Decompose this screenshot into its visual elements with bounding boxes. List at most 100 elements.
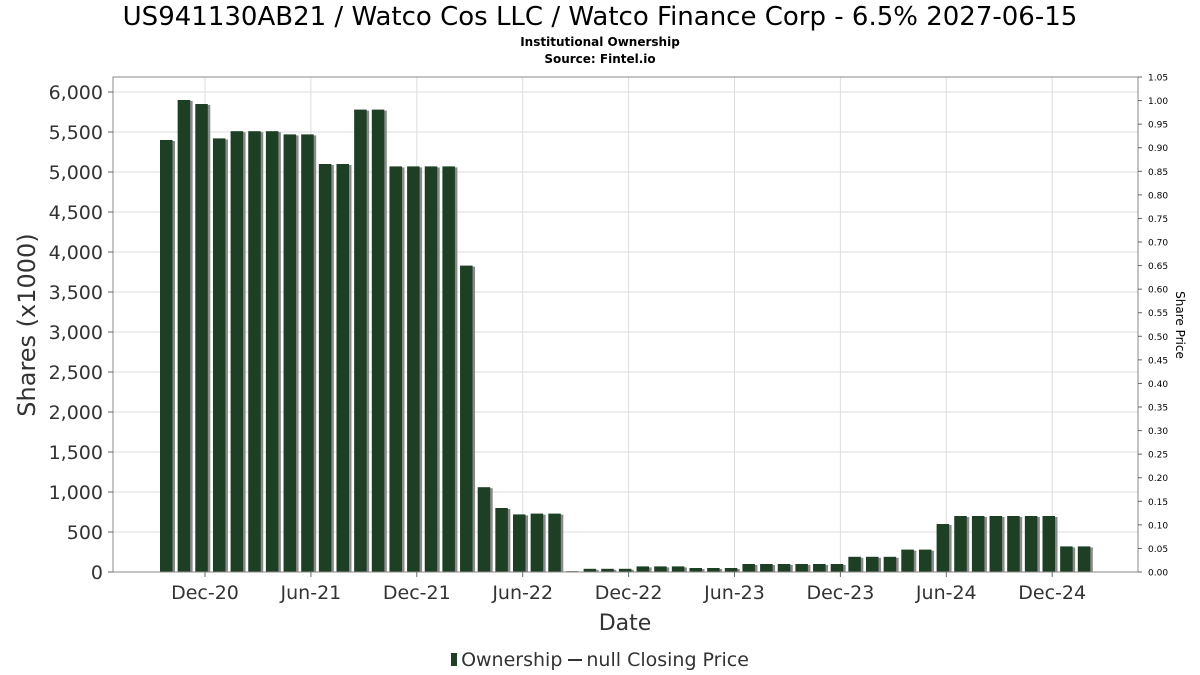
bar	[777, 564, 791, 572]
y2-tick-label: 0.15	[1148, 498, 1168, 508]
bar	[212, 138, 226, 572]
y2-tick-label: 0.55	[1148, 309, 1168, 319]
y-tick-label: 6,000	[49, 82, 103, 104]
bar	[918, 549, 932, 572]
y2-tick-label: 0.50	[1148, 333, 1168, 343]
bar	[1024, 516, 1038, 572]
bar	[407, 166, 420, 572]
bar	[160, 140, 173, 572]
bar	[583, 568, 597, 572]
bar	[371, 109, 385, 572]
bar	[601, 568, 614, 572]
bar	[513, 514, 526, 572]
y-tick-label: 2,000	[49, 402, 103, 424]
bar	[442, 166, 455, 572]
legend: Ownership null Closing Price	[0, 648, 1200, 671]
bar	[548, 513, 561, 572]
bar	[707, 568, 720, 572]
chart-title: US941130AB21 / Watco Cos LLC / Watco Fin…	[122, 2, 1078, 32]
bar	[318, 164, 332, 572]
bar-series	[160, 100, 1093, 572]
chart-source: Source: Fintel.io	[544, 52, 656, 66]
bar	[301, 134, 314, 572]
y2-tick-label: 0.80	[1148, 191, 1168, 201]
x-axis: Dec-20 Jun-21 Dec-21 Jun-22 Dec-22 Jun-23 Dec-…	[171, 572, 1086, 604]
bar	[1060, 546, 1073, 572]
bar	[265, 131, 279, 572]
y-tick-label: 500	[67, 522, 103, 544]
bar	[177, 100, 191, 572]
bar	[618, 568, 632, 572]
bar	[1007, 516, 1020, 572]
bar	[813, 564, 826, 572]
bar	[495, 508, 508, 572]
y-tick-label: 1,000	[49, 482, 103, 504]
legend-closing-label: null Closing Price	[586, 648, 749, 671]
y-tick-label: 0	[91, 562, 103, 584]
bar	[742, 564, 755, 572]
y2-tick-label: 0.65	[1148, 262, 1168, 272]
plot-frame	[112, 76, 1139, 573]
y2-tick-label: 0.40	[1148, 380, 1168, 390]
bar	[936, 524, 950, 572]
bar	[689, 568, 702, 572]
bar	[954, 516, 967, 572]
bar	[354, 109, 367, 572]
y2-tick-label: 0.20	[1148, 474, 1168, 484]
bar	[195, 104, 208, 572]
x-tick-label: Jun-21	[280, 582, 342, 604]
bar	[866, 556, 879, 572]
x-tick-label: Jun-22	[491, 582, 553, 604]
y-tick-label: 5,000	[49, 162, 103, 184]
y2-tick-label: 0.00	[1148, 569, 1168, 579]
x-tick-label: Jun-24	[915, 582, 977, 604]
bar	[389, 166, 402, 572]
bar	[654, 566, 667, 572]
y-tick-label: 1,500	[49, 442, 103, 464]
bar	[336, 164, 349, 572]
y-axis-left: 0 500 1,000 1,500 2,000 2,500 3,000 3,500 4,000 4…	[49, 82, 113, 584]
bar	[1077, 546, 1091, 572]
y-axis-right: 0.00 0.05 0.10 0.15 0.20 0.25 0.30 0.35 0.40 0.45…	[1138, 74, 1168, 579]
y2-tick-label: 1.05	[1148, 74, 1168, 84]
x-tick-label: Dec-21	[383, 582, 451, 604]
x-tick-label: Dec-23	[806, 582, 874, 604]
y2-tick-label: 0.35	[1148, 404, 1168, 414]
y-tick-label: 3,500	[49, 282, 103, 304]
y2-tick-label: 0.05	[1148, 545, 1168, 555]
ownership-legend-swatch	[451, 653, 458, 666]
bar	[530, 513, 544, 572]
bar	[795, 564, 808, 572]
bar	[830, 564, 844, 572]
bar	[248, 131, 261, 572]
closing-price-legend-swatch	[568, 658, 583, 661]
x-axis-label: Date	[599, 611, 652, 636]
bar	[636, 566, 650, 572]
x-tick-label: Dec-24	[1018, 582, 1086, 604]
bar	[724, 568, 738, 572]
y2-tick-label: 0.25	[1148, 451, 1168, 461]
bar	[971, 516, 985, 572]
y2-tick-label: 0.85	[1148, 168, 1168, 178]
y2-tick-label: 0.10	[1148, 521, 1168, 531]
y2-tick-label: 0.95	[1148, 121, 1168, 131]
y2-tick-label: 0.90	[1148, 144, 1168, 154]
bar	[283, 134, 297, 572]
legend-ownership-label: Ownership	[461, 648, 563, 671]
y2-tick-label: 0.30	[1148, 427, 1168, 437]
y-axis-label: Shares (x1000)	[13, 233, 41, 416]
y2-axis-label: Share Price	[1173, 291, 1187, 359]
bar	[477, 487, 491, 572]
bar	[230, 131, 244, 572]
y-tick-label: 4,000	[49, 242, 103, 264]
y2-tick-label: 0.70	[1148, 239, 1168, 249]
bar	[989, 516, 1003, 572]
bar	[848, 556, 861, 572]
x-tick-label: Dec-22	[595, 582, 663, 604]
bar	[901, 549, 914, 572]
x-tick-label: Jun-23	[703, 582, 765, 604]
y2-tick-label: 0.75	[1148, 215, 1168, 225]
chart-subtitle: Institutional Ownership	[520, 35, 680, 49]
y-tick-label: 5,500	[49, 122, 103, 144]
bar	[671, 566, 685, 572]
